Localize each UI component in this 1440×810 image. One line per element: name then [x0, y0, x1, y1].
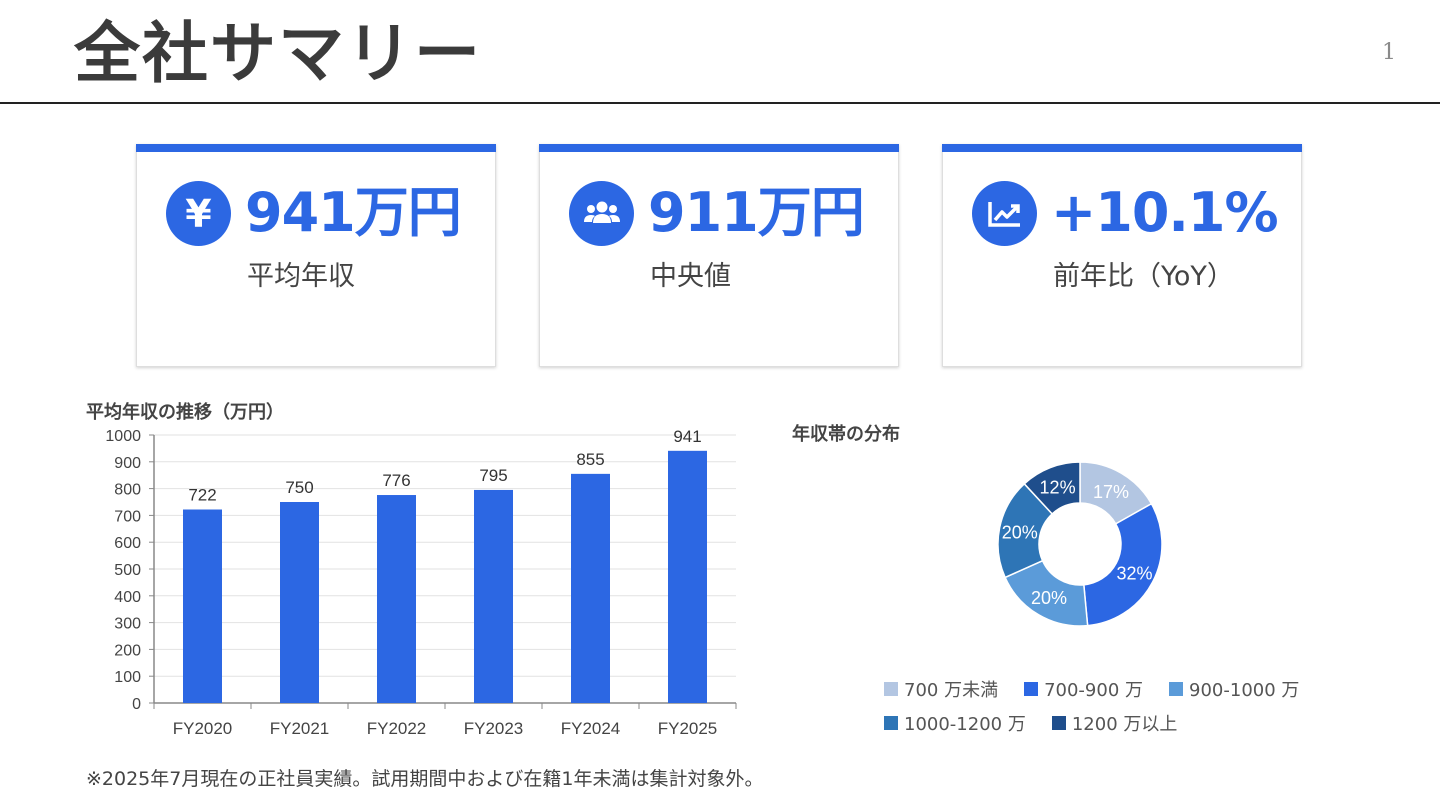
- bar: [183, 509, 222, 703]
- trend-chart-icon: [972, 181, 1037, 246]
- data-label: 750: [285, 478, 313, 497]
- y-tick-label: 600: [114, 535, 141, 552]
- page-title: 全社サマリー: [74, 15, 482, 92]
- legend-row: 1000-1200 万 1200 万以上: [884, 706, 1304, 740]
- data-label: 855: [576, 450, 604, 469]
- salary-trend-bar-chart: 0 100 200 300 400 500 600 700 800 900 1000 722 FY202…: [105, 427, 737, 738]
- legend-label: 700 万未満: [904, 680, 999, 701]
- y-tick-label: 500: [114, 562, 141, 579]
- card-accent-bar: [942, 144, 1302, 152]
- kpi-label: 平均年収: [247, 261, 355, 292]
- legend-item: 900-1000 万: [1169, 676, 1299, 702]
- legend-swatch: [1024, 682, 1039, 696]
- legend-swatch: [884, 682, 898, 696]
- legend-item: 1200 万以上: [1051, 710, 1178, 736]
- y-tick-label: 700: [114, 508, 141, 525]
- legend-item: 1000-1200 万: [884, 710, 1026, 736]
- donut-chart-title: 年収帯の分布: [792, 424, 900, 445]
- donut-legend: 700 万未満 700-900 万 900-1000 万 1000-1200 万…: [884, 672, 1304, 740]
- donut-slice: [1083, 502, 1163, 627]
- y-tick-label: 400: [114, 589, 141, 606]
- page-number: 1: [1382, 40, 1396, 65]
- slice-label: 20%: [1002, 523, 1038, 543]
- yen-icon: ¥: [166, 181, 231, 246]
- y-tick-label: 100: [114, 669, 141, 686]
- x-tick-label: FY2020: [173, 719, 233, 738]
- kpi-value: 911万円: [648, 181, 865, 244]
- slice-label: 12%: [1040, 478, 1076, 498]
- slice-label: 17%: [1093, 482, 1129, 502]
- slice-label: 20%: [1031, 588, 1067, 608]
- donut-slice: [1023, 461, 1081, 515]
- footnote: ※2025年7月現在の正社員実績。試用期間中および在籍1年未満は集計対象外。: [86, 768, 764, 790]
- salary-band-donut-chart: 17% 32% 20% 20% 12%: [997, 461, 1163, 627]
- legend-swatch: [1051, 716, 1066, 730]
- legend-swatch: [884, 716, 898, 730]
- y-tick-label: 300: [114, 616, 141, 633]
- x-tick-label: FY2021: [270, 719, 330, 738]
- legend-label: 1200 万以上: [1071, 714, 1178, 735]
- data-label: 722: [188, 486, 216, 505]
- users-icon: [569, 181, 634, 246]
- x-tick-label: FY2023: [464, 719, 524, 738]
- x-tick-label: FY2025: [658, 719, 718, 738]
- bar: [474, 489, 513, 703]
- kpi-card-median: 911万円 中央値: [539, 144, 899, 367]
- bar: [668, 450, 707, 703]
- y-tick-label: 200: [114, 642, 141, 659]
- y-tick-label: 0: [132, 696, 141, 713]
- data-label: 776: [382, 471, 410, 490]
- legend-label: 700-900 万: [1044, 680, 1144, 701]
- data-label: 795: [479, 466, 507, 485]
- kpi-label: 前年比（YoY）: [1053, 261, 1234, 292]
- x-tick-label: FY2022: [367, 719, 427, 738]
- slice-label: 32%: [1116, 564, 1152, 584]
- legend-label: 1000-1200 万: [904, 714, 1026, 735]
- legend-row: 700 万未満 700-900 万 900-1000 万: [884, 672, 1304, 706]
- card-accent-bar: [136, 144, 496, 152]
- kpi-card-average-salary: ¥ 941万円 平均年収: [136, 144, 496, 367]
- card-accent-bar: [539, 144, 899, 152]
- legend-item: 700 万未満: [884, 676, 998, 702]
- legend-item: 700-900 万: [1024, 676, 1143, 702]
- data-label: 941: [673, 427, 701, 446]
- y-tick-label: 900: [114, 455, 141, 472]
- kpi-value: +10.1%: [1051, 181, 1279, 244]
- title-divider: [0, 102, 1440, 104]
- legend-label: 900-1000 万: [1189, 680, 1300, 701]
- kpi-label: 中央値: [650, 261, 731, 292]
- bar-chart-title: 平均年収の推移（万円）: [86, 402, 284, 423]
- bar: [377, 495, 416, 703]
- legend-swatch: [1169, 682, 1184, 696]
- kpi-value: 941万円: [245, 181, 462, 244]
- kpi-card-yoy: +10.1% 前年比（YoY）: [942, 144, 1302, 367]
- bar: [280, 502, 319, 703]
- y-tick-label: 800: [114, 482, 141, 499]
- x-tick-label: FY2024: [561, 719, 621, 738]
- bar: [571, 473, 610, 703]
- y-tick-label: 1000: [105, 428, 141, 445]
